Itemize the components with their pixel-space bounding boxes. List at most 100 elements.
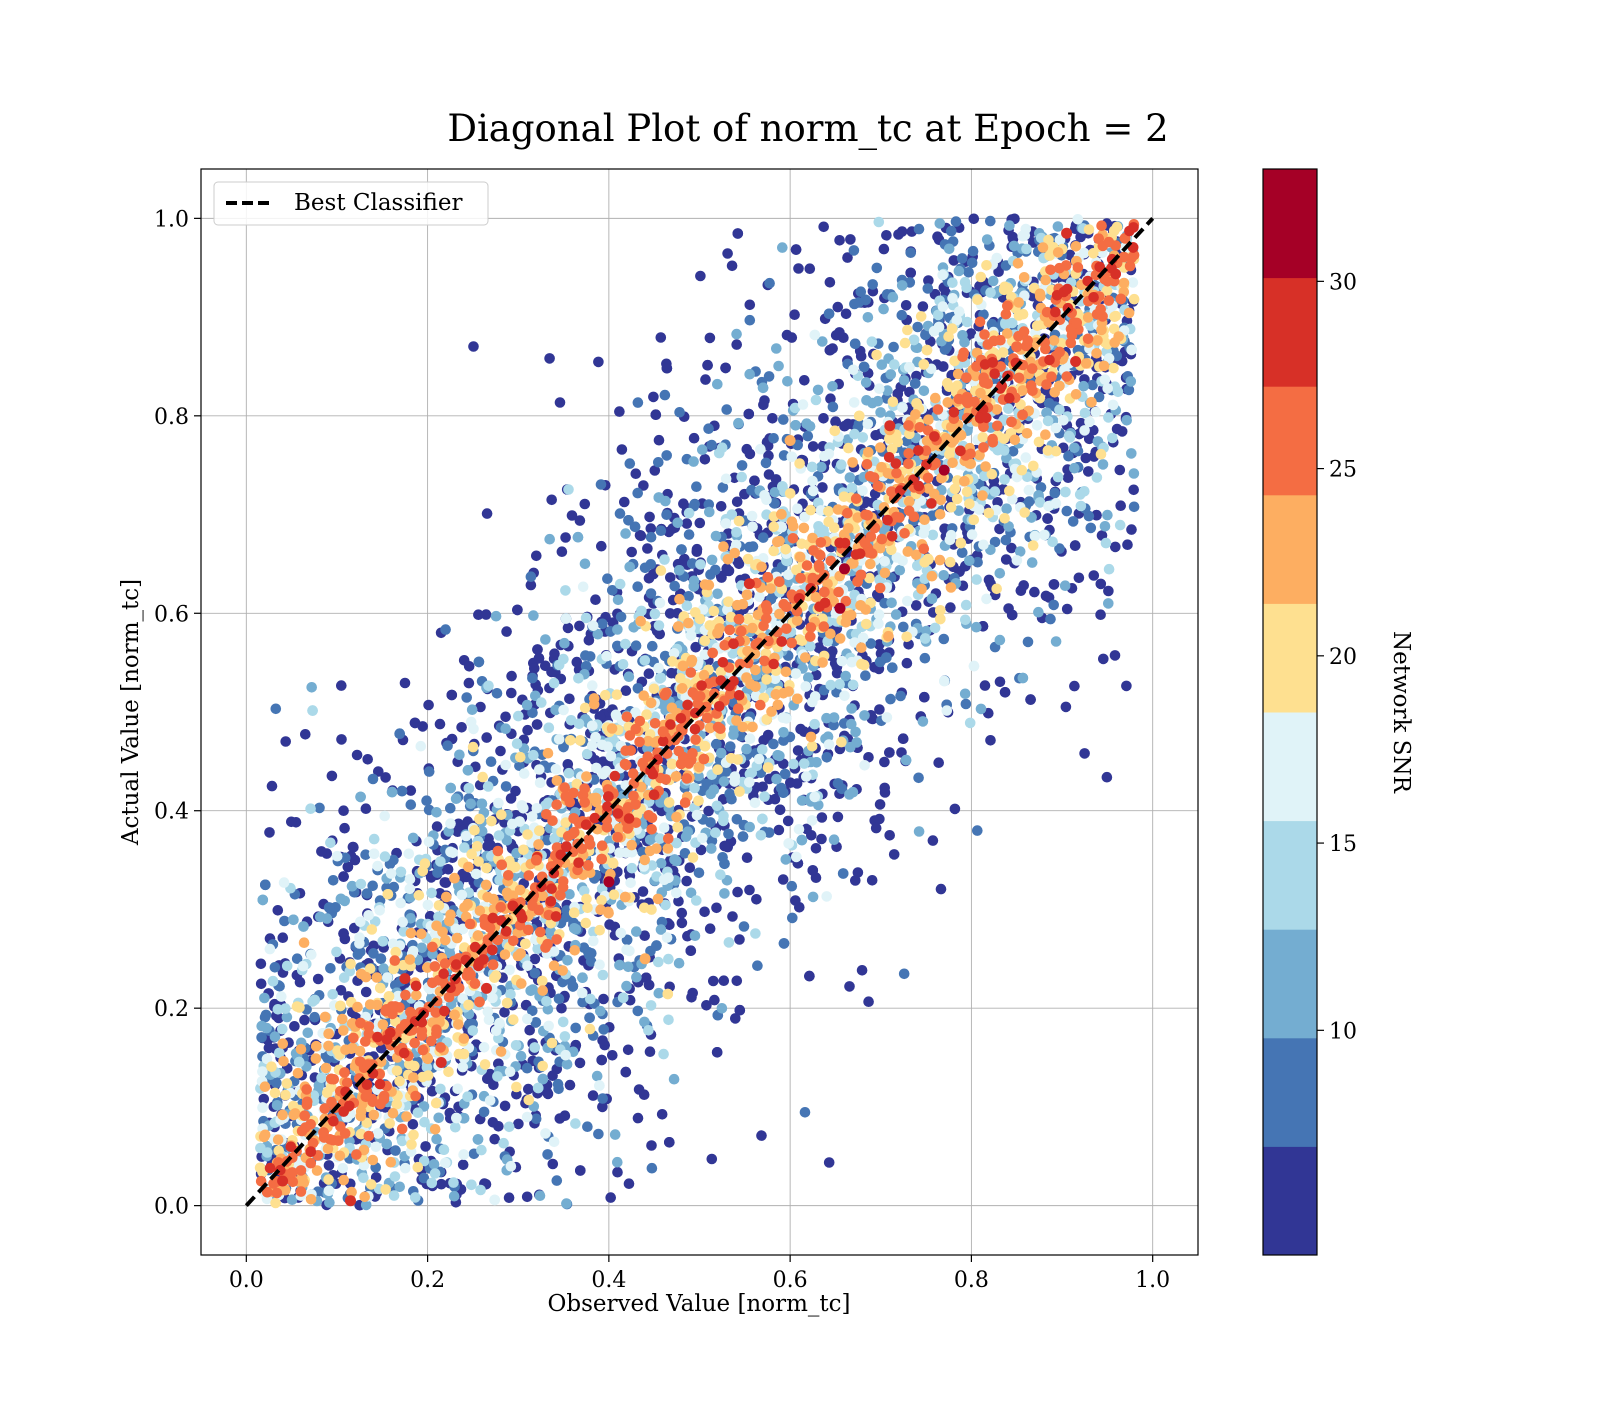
- scatter-point: [874, 609, 885, 620]
- scatter-point: [1003, 603, 1014, 614]
- scatter-point: [658, 1049, 669, 1060]
- scatter-point: [882, 712, 893, 723]
- scatter-point: [719, 888, 730, 899]
- scatter-point: [758, 383, 769, 394]
- scatter-point: [712, 801, 723, 812]
- scatter-point: [718, 811, 729, 822]
- scatter-point: [859, 362, 870, 373]
- scatter-point: [500, 760, 511, 771]
- scatter-point: [791, 244, 802, 255]
- scatter-point: [563, 623, 574, 634]
- scatter-point: [430, 1168, 441, 1179]
- scatter-point: [731, 339, 742, 350]
- scatter-point: [338, 928, 349, 939]
- scatter-point: [656, 332, 667, 343]
- scatter-point: [897, 280, 908, 291]
- scatter-point: [605, 1192, 616, 1203]
- scatter-point: [806, 830, 817, 841]
- scatter-point: [570, 1118, 581, 1129]
- scatter-point: [999, 474, 1010, 485]
- scatter-point: [930, 623, 941, 634]
- scatter-point: [382, 972, 393, 983]
- scatter-point: [984, 575, 995, 586]
- scatter-point: [544, 723, 555, 734]
- scatter-point: [532, 719, 543, 730]
- scatter-point: [807, 462, 818, 473]
- scatter-point: [559, 638, 570, 649]
- scatter-point: [1095, 609, 1106, 620]
- scatter-point: [905, 268, 916, 279]
- scatter-point: [1092, 472, 1103, 483]
- scatter-point: [1021, 244, 1032, 255]
- scatter-point: [725, 741, 736, 752]
- scatter-point: [479, 1042, 490, 1053]
- scatter-point: [733, 228, 744, 239]
- scatter-point: [1003, 403, 1014, 414]
- scatter-point: [614, 960, 625, 971]
- scatter-point: [1004, 220, 1015, 231]
- scatter-point: [522, 1014, 533, 1025]
- scatter-point: [615, 508, 626, 519]
- scatter-point: [507, 819, 518, 830]
- scatter-point: [1115, 500, 1126, 511]
- scatter-point: [405, 874, 416, 885]
- scatter-point: [773, 361, 784, 372]
- scatter-point: [811, 395, 822, 406]
- scatter-point: [828, 402, 839, 413]
- scatter-point: [734, 934, 745, 945]
- scatter-point: [288, 915, 299, 926]
- scatter-point: [719, 841, 730, 852]
- scatter-point: [564, 768, 575, 779]
- scatter-point: [1110, 542, 1121, 553]
- scatter-point: [972, 825, 983, 836]
- scatter-point: [1053, 221, 1064, 232]
- scatter-point: [857, 965, 868, 976]
- scatter-point: [485, 1095, 496, 1106]
- scatter-point: [427, 1178, 438, 1189]
- scatter-point: [816, 462, 827, 473]
- scatter-point: [677, 918, 688, 929]
- scatter-point: [694, 868, 705, 879]
- scatter-point: [634, 1084, 645, 1095]
- scatter-point: [560, 585, 571, 596]
- scatter-point: [1101, 538, 1112, 549]
- scatter-point: [768, 739, 779, 750]
- scatter-point: [305, 803, 316, 814]
- scatter-point: [822, 752, 833, 763]
- scatter-point: [794, 824, 805, 835]
- scatter-point: [697, 444, 708, 455]
- scatter-point: [451, 793, 462, 804]
- scatter-point: [1113, 387, 1124, 398]
- scatter-point: [846, 719, 857, 730]
- scatter-point: [807, 476, 818, 487]
- scatter-point: [554, 734, 565, 745]
- scatter-point: [535, 777, 546, 788]
- scatter-point: [324, 1160, 335, 1171]
- scatter-point: [845, 234, 856, 245]
- scatter-point: [817, 482, 828, 493]
- scatter-point: [614, 406, 625, 417]
- scatter-point: [338, 1163, 349, 1174]
- scatter-point: [295, 977, 306, 988]
- scatter-point: [627, 863, 638, 874]
- scatter-point: [486, 756, 497, 767]
- scatter-point: [959, 337, 970, 348]
- scatter-point: [848, 680, 859, 691]
- scatter-point: [808, 865, 819, 876]
- scatter-point: [878, 304, 889, 315]
- scatter-point: [731, 329, 742, 340]
- scatter-point: [791, 668, 802, 679]
- scatter-point: [279, 916, 290, 927]
- scatter-point: [688, 456, 699, 467]
- scatter-point: [612, 624, 623, 635]
- scatter-point: [655, 598, 666, 609]
- scatter-point: [745, 300, 756, 311]
- scatter-point: [967, 258, 978, 269]
- scatter-point: [717, 442, 728, 453]
- scatter-point: [1107, 433, 1118, 444]
- scatter-point: [741, 744, 752, 755]
- scatter-point: [581, 613, 592, 624]
- scatter-point: [774, 825, 785, 836]
- scatter-point: [355, 917, 366, 928]
- scatter-point: [501, 626, 512, 637]
